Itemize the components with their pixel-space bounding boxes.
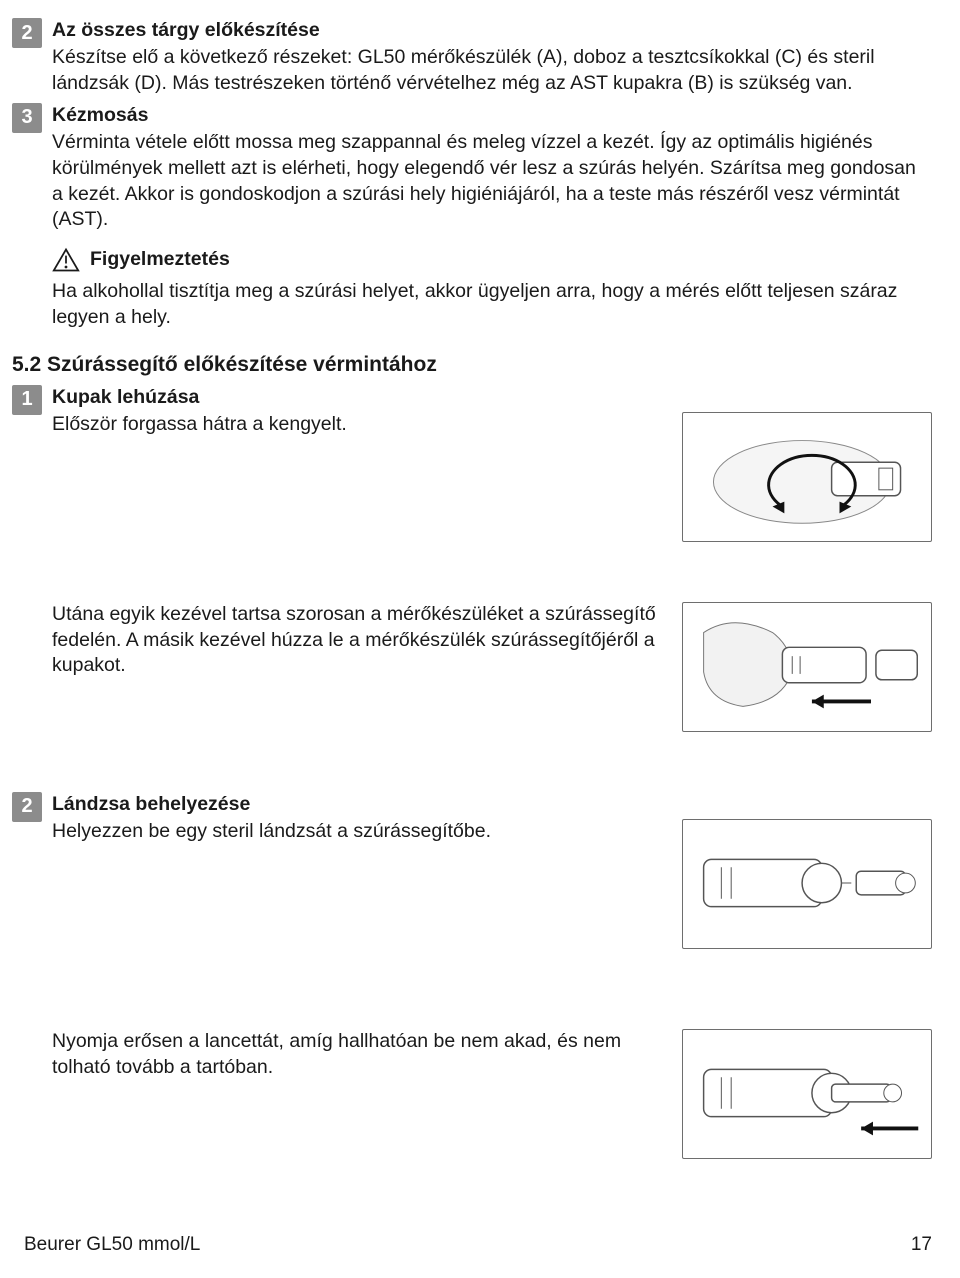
step-row-2: 2 Az összes tárgy előkészítése Készítse … <box>12 18 932 97</box>
step-number: 2 <box>12 18 42 48</box>
step-text: Helyezzen be egy steril lándzsát a szúrá… <box>52 819 668 845</box>
figure-rotate-bracket <box>682 412 932 542</box>
step-title: Az összes tárgy előkészítése <box>52 18 932 43</box>
step-number: 1 <box>12 385 42 415</box>
figure-push-lancet <box>682 1029 932 1159</box>
page-footer: Beurer GL50 mmol/L 17 <box>24 1234 932 1256</box>
step-text: Vérminta vétele előtt mossa meg szappann… <box>52 130 932 233</box>
warning-label: Figyelmeztetés <box>90 247 230 272</box>
step-5-2-2-continued: Nyomja erősen a lancettát, amíg hallható… <box>52 1029 932 1159</box>
step-body: Kézmosás Vérminta vétele előtt mossa meg… <box>52 103 932 331</box>
warning-row: Figyelmeztetés <box>52 247 932 273</box>
step-text: Először forgassa hátra a kengyelt. <box>52 412 668 438</box>
step-body: Kupak lehúzása Először forgassa hátra a … <box>52 385 932 542</box>
step-number: 3 <box>12 103 42 133</box>
footer-left: Beurer GL50 mmol/L <box>24 1234 200 1256</box>
figure-insert-lancet <box>682 819 932 949</box>
step-row-5-2-1: 1 Kupak lehúzása Először forgassa hátra … <box>12 385 932 542</box>
step-row-5-2-2: 2 Lándzsa behelyezése Helyezzen be egy s… <box>12 792 932 949</box>
step-text: Nyomja erősen a lancettát, amíg hallható… <box>52 1029 668 1080</box>
step-body: Az összes tárgy előkészítése Készítse el… <box>52 18 932 97</box>
step-body: Lándzsa behelyezése Helyezzen be egy ste… <box>52 792 932 949</box>
warning-text: Ha alkohollal tisztítja meg a szúrási he… <box>52 279 932 330</box>
step-5-2-1-continued: Utána egyik kezével tartsa szorosan a mé… <box>52 602 932 732</box>
step-number: 2 <box>12 792 42 822</box>
step-title: Kupak lehúzása <box>52 385 932 410</box>
step-title: Kézmosás <box>52 103 932 128</box>
footer-page-number: 17 <box>911 1234 932 1256</box>
manual-page: 2 Az összes tárgy előkészítése Készítse … <box>0 0 960 1159</box>
step-text: Készítse elő a következő részeket: GL50 … <box>52 45 932 96</box>
step-text: Utána egyik kezével tartsa szorosan a mé… <box>52 602 668 679</box>
step-row-3: 3 Kézmosás Vérminta vétele előtt mossa m… <box>12 103 932 331</box>
step-title: Lándzsa behelyezése <box>52 792 932 817</box>
section-heading-5-2: 5.2 Szúrássegítő előkészítése vérmintáho… <box>12 353 932 377</box>
warning-icon <box>52 247 80 273</box>
figure-pull-cap <box>682 602 932 732</box>
